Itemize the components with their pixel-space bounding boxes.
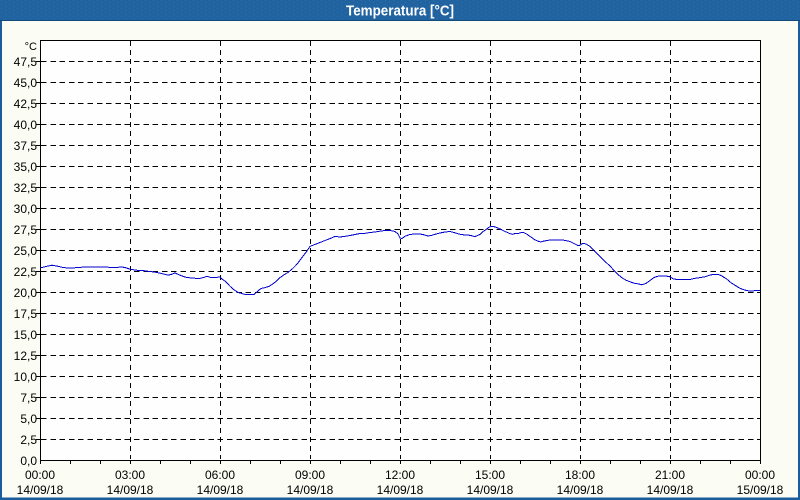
svg-text:14/09/18: 14/09/18 — [287, 483, 334, 497]
svg-text:12:00: 12:00 — [385, 468, 415, 482]
svg-text:15:00: 15:00 — [475, 468, 505, 482]
svg-text:2,5: 2,5 — [20, 433, 37, 447]
svg-text:14/09/18: 14/09/18 — [107, 483, 154, 497]
svg-text:0,0: 0,0 — [20, 454, 37, 468]
svg-text:15/09/18: 15/09/18 — [737, 483, 784, 497]
svg-text:32,5: 32,5 — [14, 181, 38, 195]
svg-text:14/09/18: 14/09/18 — [377, 483, 424, 497]
svg-text:14/09/18: 14/09/18 — [467, 483, 514, 497]
svg-text:14/09/18: 14/09/18 — [647, 483, 694, 497]
svg-text:14/09/18: 14/09/18 — [557, 483, 604, 497]
svg-text:21:00: 21:00 — [655, 468, 685, 482]
svg-text:12,5: 12,5 — [14, 349, 38, 363]
svg-text:10,0: 10,0 — [14, 370, 38, 384]
svg-text:35,0: 35,0 — [14, 160, 38, 174]
svg-text:00:00: 00:00 — [25, 468, 55, 482]
svg-text:42,5: 42,5 — [14, 97, 38, 111]
svg-text:00:00: 00:00 — [745, 468, 775, 482]
svg-text:18:00: 18:00 — [565, 468, 595, 482]
svg-text:Temperatura [°C]: Temperatura [°C] — [346, 3, 454, 20]
svg-text:22,5: 22,5 — [14, 265, 38, 279]
svg-text:47,5: 47,5 — [14, 55, 38, 69]
svg-text:14/09/18: 14/09/18 — [17, 483, 64, 497]
svg-text:45,0: 45,0 — [14, 76, 38, 90]
svg-text:09:00: 09:00 — [295, 468, 325, 482]
svg-text:03:00: 03:00 — [115, 468, 145, 482]
svg-text:15,0: 15,0 — [14, 328, 38, 342]
svg-text:30,0: 30,0 — [14, 202, 38, 216]
svg-text:7,5: 7,5 — [20, 391, 37, 405]
svg-text:°C: °C — [25, 41, 37, 53]
svg-text:5,0: 5,0 — [20, 412, 37, 426]
svg-text:17,5: 17,5 — [14, 307, 38, 321]
svg-text:06:00: 06:00 — [205, 468, 235, 482]
svg-text:40,0: 40,0 — [14, 118, 38, 132]
svg-text:25,0: 25,0 — [14, 244, 38, 258]
svg-text:37,5: 37,5 — [14, 139, 38, 153]
svg-text:27,5: 27,5 — [14, 223, 38, 237]
svg-text:20,0: 20,0 — [14, 286, 38, 300]
svg-text:14/09/18: 14/09/18 — [197, 483, 244, 497]
